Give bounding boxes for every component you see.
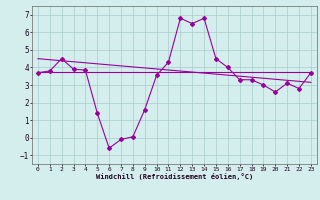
X-axis label: Windchill (Refroidissement éolien,°C): Windchill (Refroidissement éolien,°C) bbox=[96, 173, 253, 180]
